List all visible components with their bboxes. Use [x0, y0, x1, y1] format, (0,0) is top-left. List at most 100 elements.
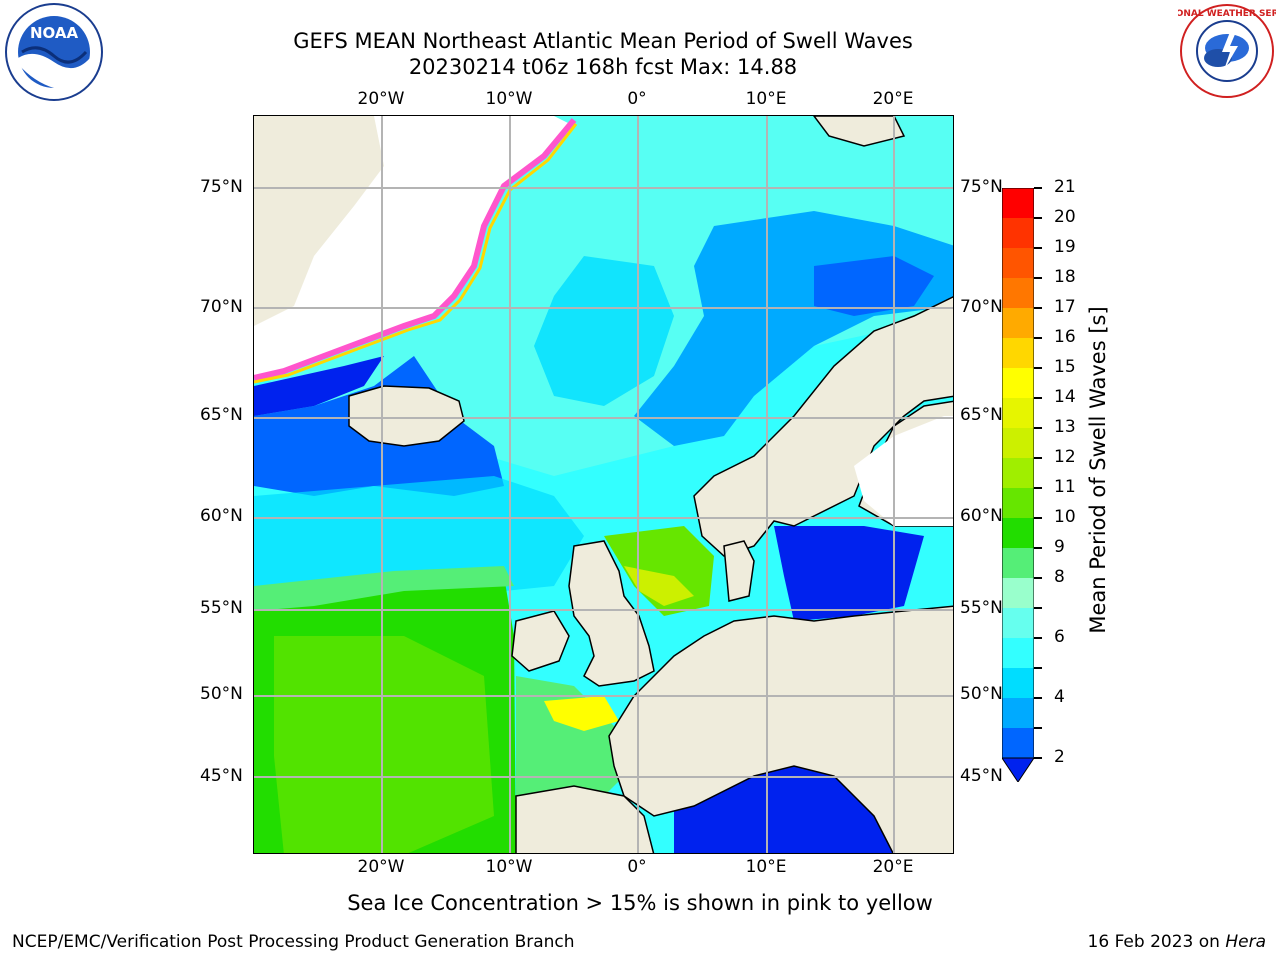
lon-label-top-0: 0°	[627, 89, 647, 109]
colorbar-bin	[1002, 698, 1034, 729]
colorbar-tick-label: 14	[1054, 387, 1076, 407]
footer-credit: NCEP/EMC/Verification Post Processing Pr…	[12, 932, 575, 952]
zone-yellow-north-sea	[624, 566, 694, 606]
colorbar-tick-label: 4	[1054, 687, 1065, 707]
chart-title: GEFS MEAN Northeast Atlantic Mean Period…	[293, 29, 913, 53]
colorbar-tick-label: 18	[1054, 267, 1076, 287]
nws-logo: NATIONAL WEATHER SERVICE	[1152, 2, 1280, 100]
lon-label-bottom-10w: 10°W	[485, 857, 533, 877]
lat-label-right-55n: 55°N	[960, 598, 1003, 618]
colorbar-tick-mark	[1034, 277, 1042, 279]
colorbar-tick-mark	[1034, 637, 1042, 639]
sea-ice-edge-yellow	[254, 123, 578, 384]
colorbar	[1001, 187, 1035, 783]
colorbar-bin	[1002, 308, 1034, 339]
colorbar-bin	[1002, 488, 1034, 519]
colorbar-bin	[1002, 728, 1034, 759]
noaa-logo: NOAA	[4, 2, 104, 102]
colorbar-tick-mark	[1034, 397, 1042, 399]
colorbar-tick-mark	[1034, 457, 1042, 459]
lat-label-right-50n: 50°N	[960, 684, 1003, 704]
zone-dark-blue-greenland	[254, 356, 384, 416]
lat-label-left-75n: 75°N	[200, 177, 243, 197]
footer-date: 16 Feb 2023 on Hera	[1088, 932, 1266, 952]
colorbar-tick-label: 15	[1054, 357, 1076, 377]
colorbar-bin	[1002, 608, 1034, 639]
colorbar-tick-mark	[1034, 487, 1042, 489]
colorbar-bin	[1002, 398, 1034, 429]
zone-dark-blue-norwegian	[814, 256, 934, 316]
zone-light-green-edge	[254, 566, 514, 611]
colorbar-bin	[1002, 578, 1034, 609]
iceland	[348, 385, 465, 447]
denmark	[723, 540, 755, 602]
chart-subtitle: 20230214 t06z 168h fcst Max: 14.88	[408, 55, 798, 79]
colorbar-tick-label: 13	[1054, 417, 1076, 437]
zone-yellow-channel	[544, 696, 619, 731]
colorbar-tick-mark	[1034, 667, 1042, 669]
colorbar-bin	[1002, 368, 1034, 399]
colorbar-tick-label: 12	[1054, 447, 1076, 467]
colorbar-tick-mark	[1034, 727, 1042, 729]
noaa-logo-text: NOAA	[30, 24, 79, 42]
footer-date-text: 16 Feb 2023 on	[1087, 932, 1226, 952]
sea-ice-note: Sea Ice Concentration > 15% is shown in …	[347, 891, 933, 915]
colorbar-tick-mark	[1034, 517, 1042, 519]
lon-label-bottom-20w: 20°W	[357, 857, 405, 877]
scandinavia	[693, 296, 953, 557]
colorbar-bin	[1002, 638, 1034, 669]
colorbar-tick-mark	[1034, 217, 1042, 219]
map-panel	[253, 115, 954, 854]
colorbar-bin	[1002, 188, 1034, 219]
colorbar-tick-label: 10	[1054, 507, 1076, 527]
lon-label-top-10w: 10°W	[485, 89, 533, 109]
colorbar-tick-mark	[1034, 187, 1042, 189]
colorbar-tick-mark	[1034, 247, 1042, 249]
zone-green-core	[274, 636, 494, 853]
colorbar-tick-label: 21	[1054, 177, 1076, 197]
colorbar-tick-mark	[1034, 367, 1042, 369]
lat-label-left-50n: 50°N	[200, 684, 243, 704]
colorbar-bin	[1002, 338, 1034, 369]
lat-label-right-60n: 60°N	[960, 506, 1003, 526]
iberia	[515, 785, 655, 853]
graticule	[254, 116, 953, 853]
colorbar-tick-label: 8	[1054, 567, 1065, 587]
swell-period-map	[254, 116, 953, 853]
lat-label-left-70n: 70°N	[200, 297, 243, 317]
svalbard	[813, 116, 906, 147]
colorbar-bin	[1002, 218, 1034, 249]
lat-label-right-45n: 45°N	[960, 766, 1003, 786]
lat-label-left-60n: 60°N	[200, 506, 243, 526]
lon-label-bottom-10e: 10°E	[745, 857, 787, 877]
colorbar-tick-label: 2	[1054, 747, 1065, 767]
colorbar-tick-mark	[1034, 577, 1042, 579]
lat-label-right-70n: 70°N	[960, 297, 1003, 317]
colorbar-tick-label: 11	[1054, 477, 1076, 497]
lat-label-left-65n: 65°N	[200, 405, 243, 425]
lon-label-bottom-0: 0°	[627, 857, 647, 877]
colorbar-tick-label: 19	[1054, 237, 1076, 257]
colorbar-bin	[1002, 428, 1034, 459]
colorbar-tick-mark	[1034, 607, 1042, 609]
lat-label-right-65n: 65°N	[960, 405, 1003, 425]
colorbar-tick-label: 16	[1054, 327, 1076, 347]
colorbar-bin	[1002, 248, 1034, 279]
colorbar-tick-label: 6	[1054, 627, 1065, 647]
greenland-coast-land	[254, 116, 384, 326]
lon-label-top-10e: 10°E	[745, 89, 787, 109]
lat-label-left-55n: 55°N	[200, 598, 243, 618]
colorbar-bin	[1002, 668, 1034, 699]
colorbar-bin	[1002, 548, 1034, 579]
zone-blue-baltic	[774, 526, 924, 621]
colorbar-svg	[1001, 187, 1035, 783]
great-britain	[568, 540, 655, 687]
colorbar-extension	[1001, 757, 1035, 783]
colorbar-tick-mark	[1034, 757, 1042, 759]
colorbar-bin	[1002, 278, 1034, 309]
colorbar-tick-mark	[1034, 337, 1042, 339]
colorbar-bin	[1002, 518, 1034, 549]
nws-logo-text: NATIONAL WEATHER SERVICE	[1178, 9, 1276, 19]
colorbar-label: Mean Period of Swell Waves [s]	[1086, 306, 1110, 634]
colorbar-tick-mark	[1034, 697, 1042, 699]
